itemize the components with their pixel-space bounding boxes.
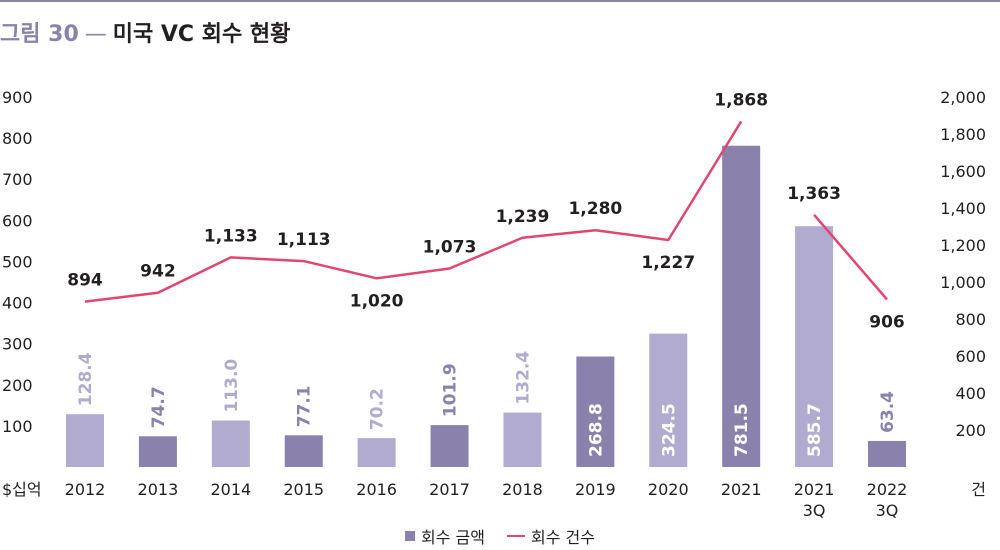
line-value-label: 1,113 (277, 230, 331, 250)
x-axis-tick: 2020 (648, 480, 689, 499)
line-value-label: 1,227 (641, 253, 695, 273)
x-axis-tick: 2019 (575, 480, 616, 499)
x-axis-tick: 3Q (876, 501, 899, 520)
bar-value-label: 324.5 (659, 403, 679, 457)
line-value-label: 1,073 (423, 237, 477, 257)
bar (66, 414, 104, 467)
bar (138, 436, 177, 467)
bar (868, 440, 906, 467)
bar-value-label: 585.7 (805, 403, 825, 457)
bar (284, 435, 323, 467)
left-axis-tick: 300 (2, 335, 33, 354)
x-axis-tick: 2021 (794, 480, 835, 499)
line-value-label: 894 (67, 271, 103, 291)
chart-title: 미국 VC 회수 현황 (112, 22, 291, 47)
bar-value-label: 101.9 (441, 363, 461, 417)
legend-label-amount: 회수 금액 (421, 528, 485, 547)
line-value-label: 906 (869, 312, 905, 332)
x-axis-tick: 2021 (721, 480, 762, 499)
left-axis-tick: 200 (2, 376, 33, 395)
line-value-label: 1,020 (350, 291, 404, 311)
right-axis-tick: 1,800 (940, 125, 986, 144)
bar (430, 425, 469, 467)
bar (795, 226, 834, 467)
bar-value-label: 132.4 (513, 351, 533, 405)
right-axis-tick: 600 (955, 347, 986, 366)
line-series (813, 214, 888, 301)
left-axis-tick: 100 (2, 417, 33, 436)
line-value-label: 942 (140, 262, 176, 282)
legend-line-swatch (507, 535, 525, 537)
bar-value-label: 63.4 (878, 391, 898, 433)
bar-value-label: 781.5 (732, 403, 752, 457)
legend: 회수 금액 회수 건수 (0, 524, 1000, 548)
bar (649, 333, 688, 467)
right-axis-tick: 200 (955, 421, 986, 440)
figure-number: 그림 30 (0, 22, 79, 47)
line-value-label: 1,363 (787, 184, 841, 204)
bar-value-label: 113.0 (222, 359, 242, 413)
x-axis-tick: 2014 (210, 480, 251, 499)
figure-title: 그림 30— 미국 VC 회수 현황 (0, 16, 290, 48)
left-axis-tick: 800 (2, 129, 33, 148)
x-axis-tick: 3Q (803, 501, 826, 520)
bar (503, 412, 542, 467)
right-axis-tick: 1,400 (940, 199, 986, 218)
bar (576, 356, 615, 467)
right-axis-unit: 건 (971, 480, 986, 499)
legend-label-count: 회수 건수 (531, 528, 595, 547)
bar-value-label: 74.7 (149, 386, 169, 428)
x-axis-tick: 2017 (429, 480, 470, 499)
right-axis-tick: 2,000 (940, 88, 986, 107)
left-axis-tick: 900 (2, 88, 33, 107)
bar-value-label: 268.8 (586, 403, 606, 457)
left-axis-unit: $십억 (2, 480, 42, 499)
line-value-label: 1,239 (496, 207, 550, 227)
legend-bar-swatch (405, 531, 416, 541)
right-axis-tick: 800 (955, 310, 986, 329)
x-axis-tick: 2022 (867, 480, 908, 499)
left-axis-tick: 400 (2, 294, 33, 313)
line-value-label: 1,280 (568, 199, 622, 219)
line-series (84, 120, 743, 303)
legend-item-count: 회수 건수 (507, 524, 595, 548)
left-axis-tick: 500 (2, 252, 33, 271)
x-axis-tick: 2016 (356, 480, 397, 499)
x-axis-tick: 2012 (65, 480, 106, 499)
left-axis-tick: 700 (2, 170, 33, 189)
right-axis-tick: 1,000 (940, 273, 986, 292)
bar-value-label: 77.1 (295, 385, 315, 427)
top-rule (0, 0, 1000, 2)
line-value-label: 1,868 (714, 90, 768, 110)
title-separator: — (84, 22, 107, 47)
bar-value-label: 128.4 (76, 352, 96, 406)
right-axis-tick: 1,600 (940, 162, 986, 181)
right-axis-tick: 400 (955, 384, 986, 403)
x-axis-tick: 2018 (502, 480, 543, 499)
bar (211, 420, 250, 467)
right-axis-tick: 1,200 (940, 236, 986, 255)
line-value-label: 1,133 (204, 226, 258, 246)
x-axis-tick: 2013 (138, 480, 179, 499)
bar-value-label: 70.2 (368, 388, 388, 430)
x-axis-tick: 2015 (283, 480, 324, 499)
legend-item-amount: 회수 금액 (405, 524, 485, 548)
bar (357, 438, 396, 467)
left-axis-tick: 600 (2, 211, 33, 230)
bar (722, 145, 761, 467)
